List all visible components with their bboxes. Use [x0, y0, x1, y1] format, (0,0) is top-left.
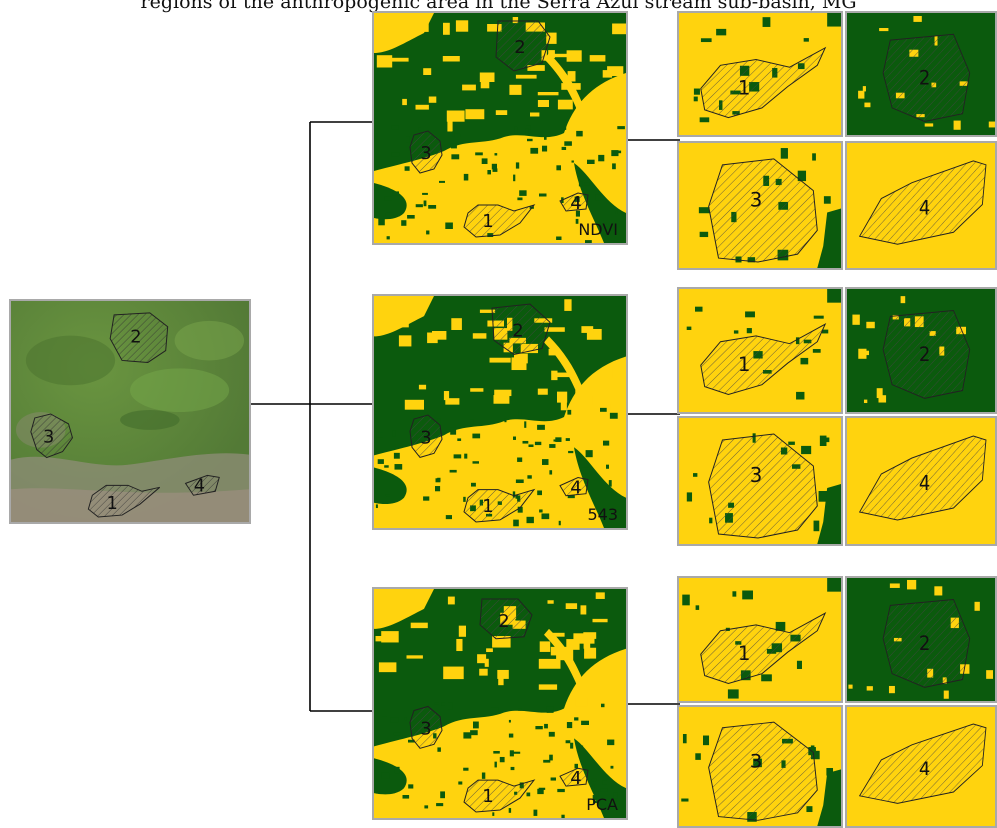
zoom-label-2: 2 [919, 345, 930, 367]
method-label-543: 543 [587, 505, 618, 524]
zoom-label-3: 3 [750, 464, 763, 487]
map-label-4: 4 [570, 768, 581, 789]
zoom-panel-3: 3 [677, 141, 843, 270]
method-label-pca: PCA [586, 795, 618, 814]
source-label-2: 2 [130, 327, 141, 348]
map-region-4 [559, 192, 589, 212]
method-label-ndvi: NDVI [578, 220, 618, 239]
map-region-4 [559, 477, 589, 497]
zoom-panel-2: 2 [845, 11, 997, 137]
source-label-3: 3 [43, 427, 54, 448]
map-label-2: 2 [498, 611, 509, 632]
zoom-label-2: 2 [919, 634, 930, 656]
zoom-panel-1: 1 [677, 287, 843, 414]
zoom-label-1: 1 [738, 77, 751, 100]
source-region-4 [184, 474, 220, 496]
zoom-panel-1: 1 [677, 576, 843, 703]
zoom-label-3: 3 [750, 188, 763, 211]
zoom-region-1 [700, 612, 827, 684]
zoom-label-4: 4 [919, 472, 930, 495]
zoom-panel-2: 2 [845, 287, 997, 414]
zoom-label-4: 4 [919, 197, 930, 220]
zoom-region-2 [882, 33, 971, 122]
zoom-panel-4: 4 [845, 141, 997, 270]
zoom-panel-4: 4 [845, 416, 997, 546]
zoom-region-3 [708, 721, 818, 821]
zoom-region-4 [858, 723, 987, 804]
map-region-3 [409, 130, 443, 174]
zoom-region-2 [882, 309, 971, 399]
classification-map-pca: 1 2 3 4 PCA [372, 587, 628, 820]
map-label-4: 4 [570, 193, 581, 214]
zoom-region-4 [858, 435, 987, 521]
zoom-region-3 [708, 158, 818, 263]
source-satellite-image: 2 3 1 4 [9, 299, 251, 524]
map-label-3: 3 [420, 427, 431, 448]
zoom-region-2 [882, 598, 971, 688]
map-region-2 [479, 598, 533, 640]
map-label-2: 2 [512, 320, 523, 341]
map-label-1: 1 [482, 211, 493, 232]
source-region-3 [30, 413, 74, 459]
zoom-label-1: 1 [738, 642, 751, 665]
map-region-3 [409, 414, 443, 458]
source-label-4: 4 [194, 475, 205, 496]
zoom-label-4: 4 [919, 759, 930, 780]
zoom-region-1 [700, 46, 827, 119]
figure-caption: regions of the anthropogenic area in the… [140, 0, 857, 13]
map-region-4 [559, 767, 589, 787]
zoom-region-3 [708, 433, 818, 539]
zoom-panel-3: 3 [677, 705, 843, 828]
map-region-1 [463, 779, 536, 813]
zoom-panel-2: 2 [845, 576, 997, 703]
map-label-2: 2 [514, 37, 525, 58]
map-label-3: 3 [420, 143, 431, 164]
map-region-1 [463, 204, 536, 238]
zoom-label-2: 2 [919, 68, 930, 90]
source-region-2 [109, 312, 169, 363]
source-label-1: 1 [106, 493, 117, 514]
zoom-region-1 [700, 323, 827, 395]
source-region-1 [87, 484, 161, 518]
zoom-label-3: 3 [750, 750, 763, 772]
map-label-1: 1 [482, 496, 493, 517]
zoom-label-1: 1 [738, 353, 751, 376]
map-region-1 [463, 488, 536, 523]
classification-map-543: 1 2 3 4 543 [372, 294, 628, 530]
zoom-panel-3: 3 [677, 416, 843, 546]
map-region-2 [495, 20, 551, 72]
zoom-region-4 [858, 160, 987, 245]
map-region-2 [491, 303, 551, 356]
map-region-3 [409, 705, 443, 749]
zoom-panel-1: 1 [677, 11, 843, 137]
map-label-1: 1 [482, 786, 493, 807]
classification-map-ndvi: 1 2 3 4 NDVI [372, 11, 628, 245]
map-label-3: 3 [420, 718, 431, 739]
zoom-panel-4: 4 [845, 705, 997, 828]
map-label-4: 4 [570, 478, 581, 499]
